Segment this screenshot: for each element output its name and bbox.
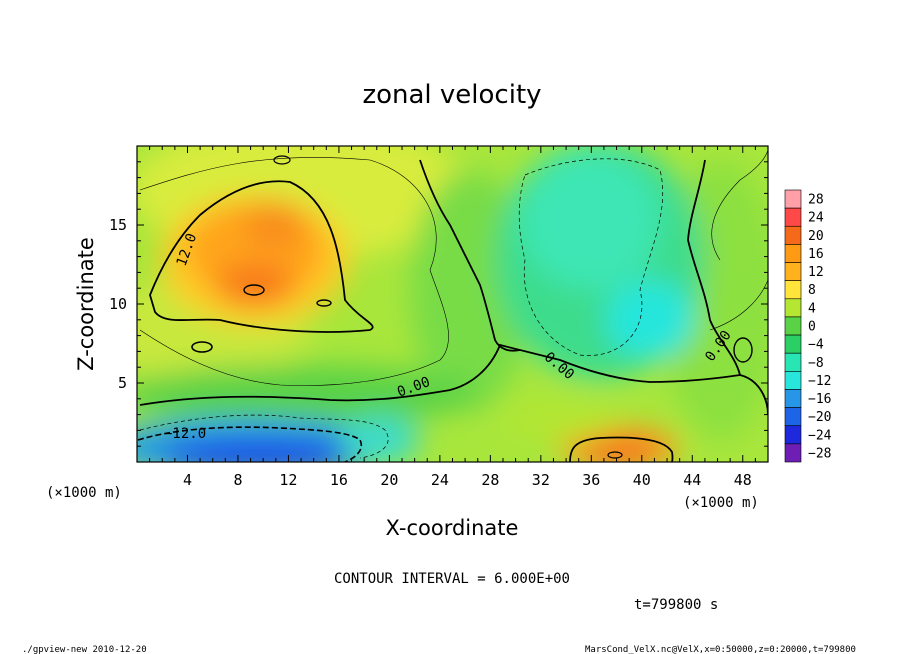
x-tick-label: 4: [183, 471, 192, 489]
contour-interval-text: CONTOUR INTERVAL = 6.000E+00: [334, 571, 570, 587]
colorbar-label: −12: [808, 374, 831, 389]
colorbar-swatch: [784, 443, 802, 463]
x-axis-label: X-coordinate: [386, 516, 519, 540]
y-tick-label: 10: [109, 295, 127, 313]
colorbar-label: 0: [808, 320, 816, 335]
colorbar-label: 24: [808, 211, 824, 226]
x-unit-right: (×1000 m): [683, 495, 759, 511]
colorbar-swatch: [784, 280, 802, 300]
colorbar-label: 12: [808, 265, 824, 280]
x-axis: 4 8 12 16 20 24 28 32 36 40 44 48: [136, 146, 769, 489]
colorbar-swatch: [784, 225, 802, 245]
x-tick-label: 20: [380, 471, 398, 489]
colorbar-label: 8: [808, 283, 816, 298]
colorbar-label: −24: [808, 428, 832, 443]
chart-title: zonal velocity: [362, 80, 541, 110]
x-tick-label: 8: [233, 471, 242, 489]
colorbar-label: −28: [808, 446, 831, 461]
x-unit-left: (×1000 m): [46, 485, 122, 501]
footer-left: ./gpview-new 2010-12-20: [22, 645, 147, 654]
colorbar-label: 20: [808, 229, 824, 244]
colorbar-swatch: [784, 407, 802, 427]
x-tick-label: 24: [431, 471, 449, 489]
colorbar-label: −8: [808, 356, 824, 371]
x-tick-label: 16: [330, 471, 348, 489]
colorbar: 28 24 20 16 12 8 4 0 −4 −8 −12 −16 −20 −24 −28: [784, 189, 832, 463]
colorbar-swatch: [784, 298, 802, 318]
heatmap-field: [137, 146, 768, 462]
time-label: t=799800 s: [634, 597, 718, 613]
colorbar-swatch: [784, 189, 802, 209]
colorbar-swatch: [784, 371, 802, 390]
x-tick-label: 32: [532, 471, 550, 489]
contour-label-neg12: −12.0: [164, 426, 206, 442]
colorbar-label: 16: [808, 247, 824, 262]
y-tick-label: 5: [118, 374, 127, 392]
x-tick-label: 48: [734, 471, 752, 489]
colorbar-swatch: [784, 207, 802, 227]
y-axis: 5 10 15: [109, 145, 768, 463]
x-tick-label: 12: [279, 471, 297, 489]
colorbar-label: −20: [808, 410, 831, 425]
footer-right: MarsCond_VelX.nc@VelX,x=0:50000,z=0:2000…: [585, 645, 856, 654]
colorbar-swatch: [784, 244, 802, 263]
y-tick-label: 15: [109, 216, 127, 234]
y-axis-label: Z-coordinate: [74, 237, 98, 371]
x-tick-label: 44: [683, 471, 701, 489]
colorbar-swatch: [784, 389, 802, 408]
colorbar-label: −16: [808, 392, 831, 407]
colorbar-swatch: [784, 352, 802, 372]
colorbar-label: 28: [808, 193, 824, 208]
colorbar-swatch: [784, 316, 802, 336]
colorbar-swatch: [784, 334, 802, 354]
x-tick-label: 40: [633, 471, 651, 489]
colorbar-swatch: [784, 262, 802, 281]
colorbar-label: −4: [808, 338, 824, 353]
x-tick-label: 28: [481, 471, 499, 489]
colorbar-label: 4: [808, 301, 816, 316]
x-tick-label: 36: [582, 471, 600, 489]
colorbar-swatch: [784, 425, 802, 445]
